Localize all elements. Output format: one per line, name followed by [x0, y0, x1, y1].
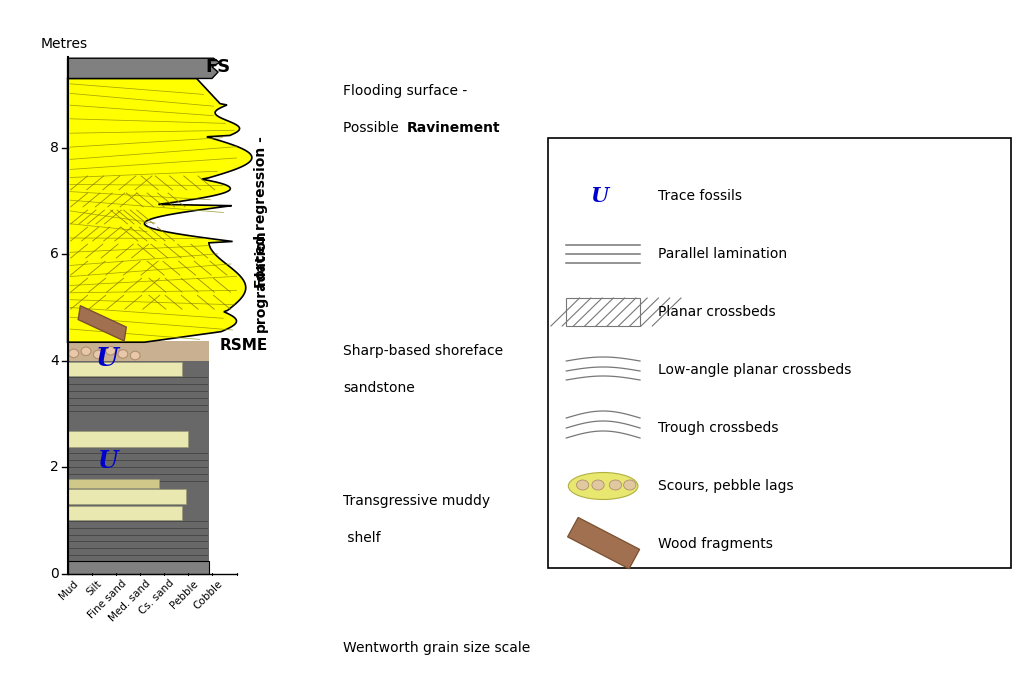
Bar — [548, 138, 1011, 568]
Text: progradation: progradation — [254, 230, 268, 332]
Text: Cs. sand: Cs. sand — [137, 578, 176, 617]
Text: Fine sand: Fine sand — [86, 578, 128, 620]
Text: Transgressive muddy: Transgressive muddy — [343, 494, 490, 508]
Text: Forced regression -: Forced regression - — [254, 136, 268, 287]
Text: Possible: Possible — [343, 121, 403, 135]
Bar — [68, 488, 185, 504]
Ellipse shape — [69, 349, 79, 357]
Text: Med. sand: Med. sand — [108, 578, 152, 623]
Text: Low-angle planar crossbeds: Low-angle planar crossbeds — [658, 363, 852, 377]
Text: Ravinement: Ravinement — [407, 121, 500, 135]
Text: Mud: Mud — [57, 578, 80, 601]
Text: Cobble: Cobble — [191, 578, 224, 611]
Text: Metres: Metres — [41, 37, 88, 51]
Polygon shape — [68, 78, 252, 342]
Bar — [566, 298, 640, 326]
Ellipse shape — [130, 351, 140, 359]
Ellipse shape — [577, 480, 589, 490]
Text: Trace fossils: Trace fossils — [658, 189, 742, 203]
Text: Sharp-based shoreface: Sharp-based shoreface — [343, 344, 503, 358]
Bar — [567, 517, 640, 569]
Ellipse shape — [568, 473, 638, 499]
Bar — [68, 361, 209, 560]
Text: Pebble: Pebble — [169, 578, 201, 610]
Text: Trough crossbeds: Trough crossbeds — [658, 421, 779, 435]
Bar — [68, 560, 209, 574]
Text: U: U — [97, 449, 118, 473]
Text: Scours, pebble lags: Scours, pebble lags — [658, 479, 794, 493]
Text: U: U — [590, 186, 608, 206]
Bar — [68, 341, 209, 361]
Text: U: U — [96, 346, 119, 370]
Text: 2: 2 — [50, 460, 59, 475]
Text: FS: FS — [206, 58, 231, 75]
Text: Planar crossbeds: Planar crossbeds — [658, 305, 776, 319]
Bar — [68, 431, 187, 447]
Ellipse shape — [592, 480, 604, 490]
Bar — [68, 506, 182, 519]
Ellipse shape — [624, 480, 636, 490]
Text: Wood fragments: Wood fragments — [658, 537, 773, 551]
Text: 8: 8 — [50, 141, 59, 155]
Text: Silt: Silt — [85, 578, 103, 597]
Text: 4: 4 — [50, 354, 59, 368]
Bar — [78, 306, 126, 341]
Ellipse shape — [93, 350, 103, 359]
Ellipse shape — [118, 350, 128, 358]
Ellipse shape — [105, 346, 116, 355]
Text: RSME: RSME — [219, 338, 268, 353]
Text: Wentworth grain size scale: Wentworth grain size scale — [343, 641, 530, 655]
Ellipse shape — [609, 480, 622, 490]
Polygon shape — [68, 58, 219, 78]
Text: sandstone: sandstone — [343, 381, 415, 395]
Text: 0: 0 — [50, 567, 59, 581]
Text: shelf: shelf — [343, 531, 381, 545]
Text: 6: 6 — [50, 247, 59, 261]
Bar — [68, 479, 159, 488]
Ellipse shape — [81, 347, 91, 355]
Bar — [68, 362, 182, 376]
Text: Parallel lamination: Parallel lamination — [658, 247, 787, 261]
Text: Flooding surface -: Flooding surface - — [343, 84, 467, 98]
